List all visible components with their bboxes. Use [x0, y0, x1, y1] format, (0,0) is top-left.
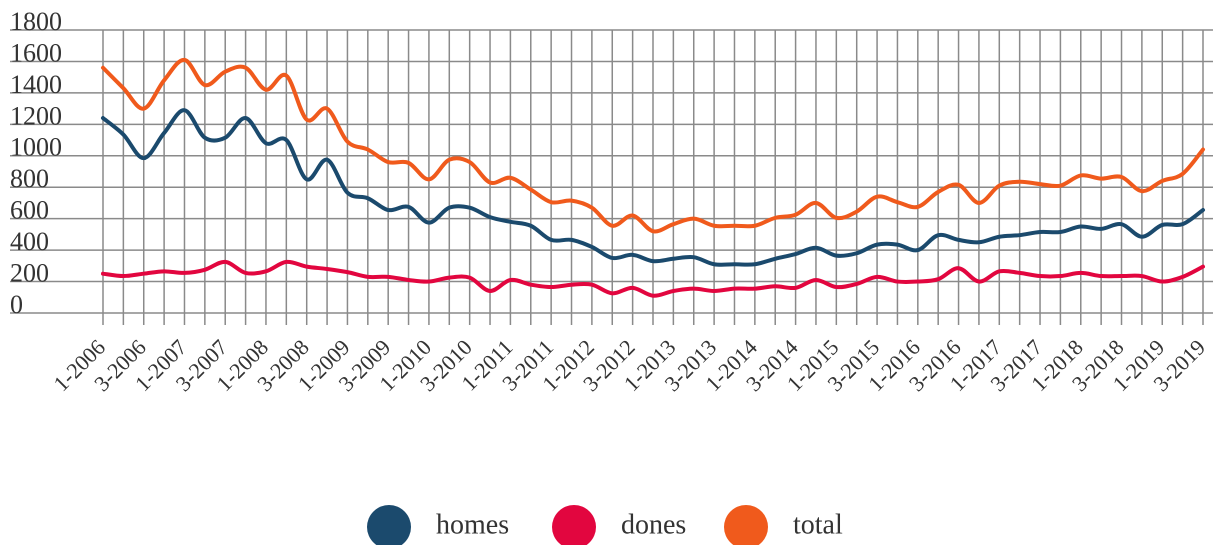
series-line: [101, 108, 1205, 267]
y-tick-label: 800: [10, 164, 49, 193]
legend-label: dones: [621, 509, 686, 540]
y-tick-label: 600: [10, 196, 49, 225]
series-line: [101, 259, 1205, 298]
y-tick-label: 1600: [10, 38, 62, 67]
y-tick-label: 1400: [10, 70, 62, 99]
legend-swatch: [367, 505, 411, 545]
y-tick-label: 200: [10, 259, 49, 288]
legend-swatch: [724, 505, 768, 545]
y-tick-label: 1800: [10, 7, 62, 36]
y-tick-label: 1000: [10, 133, 62, 162]
legend-label: total: [793, 509, 843, 540]
legend-label: homes: [436, 509, 509, 540]
series-line: [101, 57, 1205, 234]
y-tick-label: 0: [10, 290, 23, 319]
y-tick-label: 1200: [10, 101, 62, 130]
y-tick-label: 400: [10, 227, 49, 256]
legend-swatch: [552, 505, 596, 545]
